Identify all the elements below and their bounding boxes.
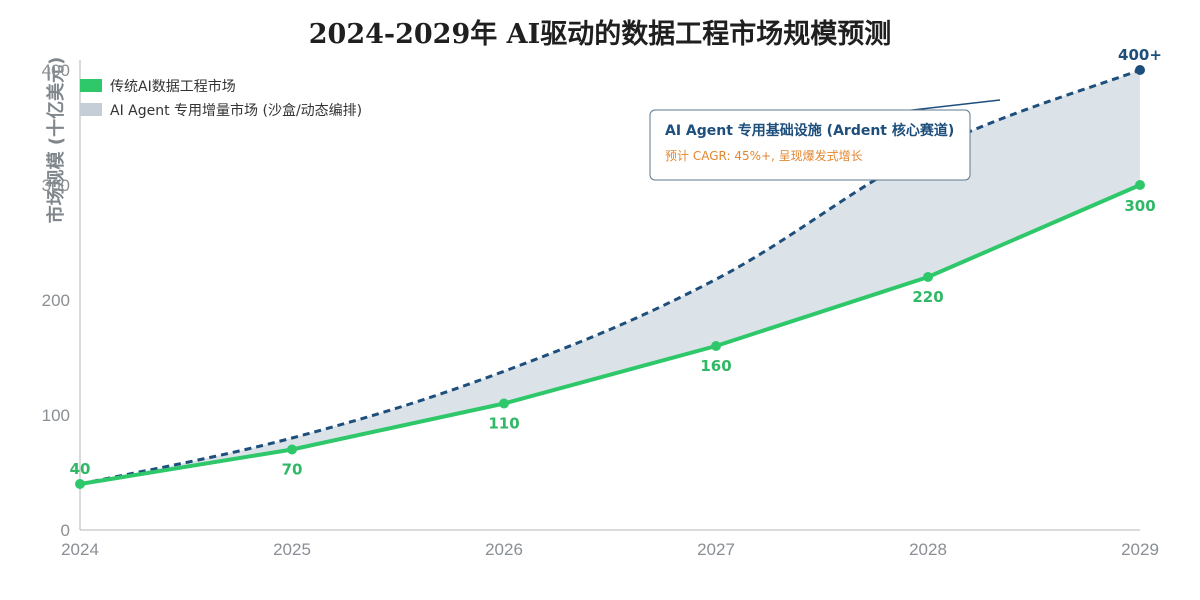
traditional-data-point: [499, 398, 509, 409]
y-tick-label: 200: [42, 291, 70, 310]
y-tick-label: 300: [42, 176, 70, 195]
annotation-title: AI Agent 专用基础设施 (Ardent 核心赛道): [665, 122, 954, 139]
traditional-data-point: [75, 479, 85, 489]
traditional-data-label: 40: [70, 460, 91, 478]
traditional-data-label: 220: [912, 288, 943, 306]
x-tick-label: 2028: [909, 540, 947, 559]
annotation-box: [649, 109, 971, 181]
x-tick-label: 2026: [485, 540, 523, 559]
traditional-market-line: [79, 183, 1141, 486]
traditional-data-label: 110: [488, 415, 519, 433]
traditional-data-point: [1135, 180, 1145, 190]
agent-market-dashed-line: [79, 68, 1141, 486]
x-tick-label: 2025: [273, 540, 311, 559]
legend: 传统AI数据工程市场 AI Agent 专用增量市场 (沙盒/动态编排): [80, 78, 362, 119]
y-tick-label: 100: [42, 406, 70, 425]
traditional-data-label: 300: [1124, 197, 1155, 215]
traditional-data-label: 160: [700, 357, 731, 375]
annotation: AI Agent 专用基础设施 (Ardent 核心赛道) 预计 CAGR: 4…: [649, 99, 1001, 181]
traditional-data-point: [923, 272, 933, 282]
traditional-data-point: [711, 341, 721, 351]
traditional-data-label: 70: [282, 461, 303, 479]
y-tick-label: 0: [61, 521, 70, 540]
incremental-market-area: [80, 70, 1140, 484]
legend-swatch-agent: [80, 103, 102, 116]
legend-label-agent: AI Agent 专用增量市场 (沙盒/动态编排): [110, 102, 362, 119]
agent-end-label: 400+: [1118, 46, 1162, 64]
y-axis-label: 市场规模 (十亿美元): [45, 57, 67, 224]
x-tick-label: 2024: [61, 540, 99, 559]
y-tick-label: 400: [42, 61, 70, 80]
agent-end-point: [1135, 65, 1145, 75]
chart-title: 2024-2029年 AI驱动的数据工程市场规模预测: [309, 18, 891, 50]
annotation-subtitle: 预计 CAGR: 45%+, 呈现爆发式增长: [665, 148, 863, 163]
x-tick-label: 2027: [697, 540, 735, 559]
x-tick-label: 2029: [1121, 540, 1159, 559]
legend-swatch-traditional: [80, 79, 102, 92]
traditional-data-point: [287, 444, 297, 455]
legend-label-traditional: 传统AI数据工程市场: [110, 78, 236, 95]
